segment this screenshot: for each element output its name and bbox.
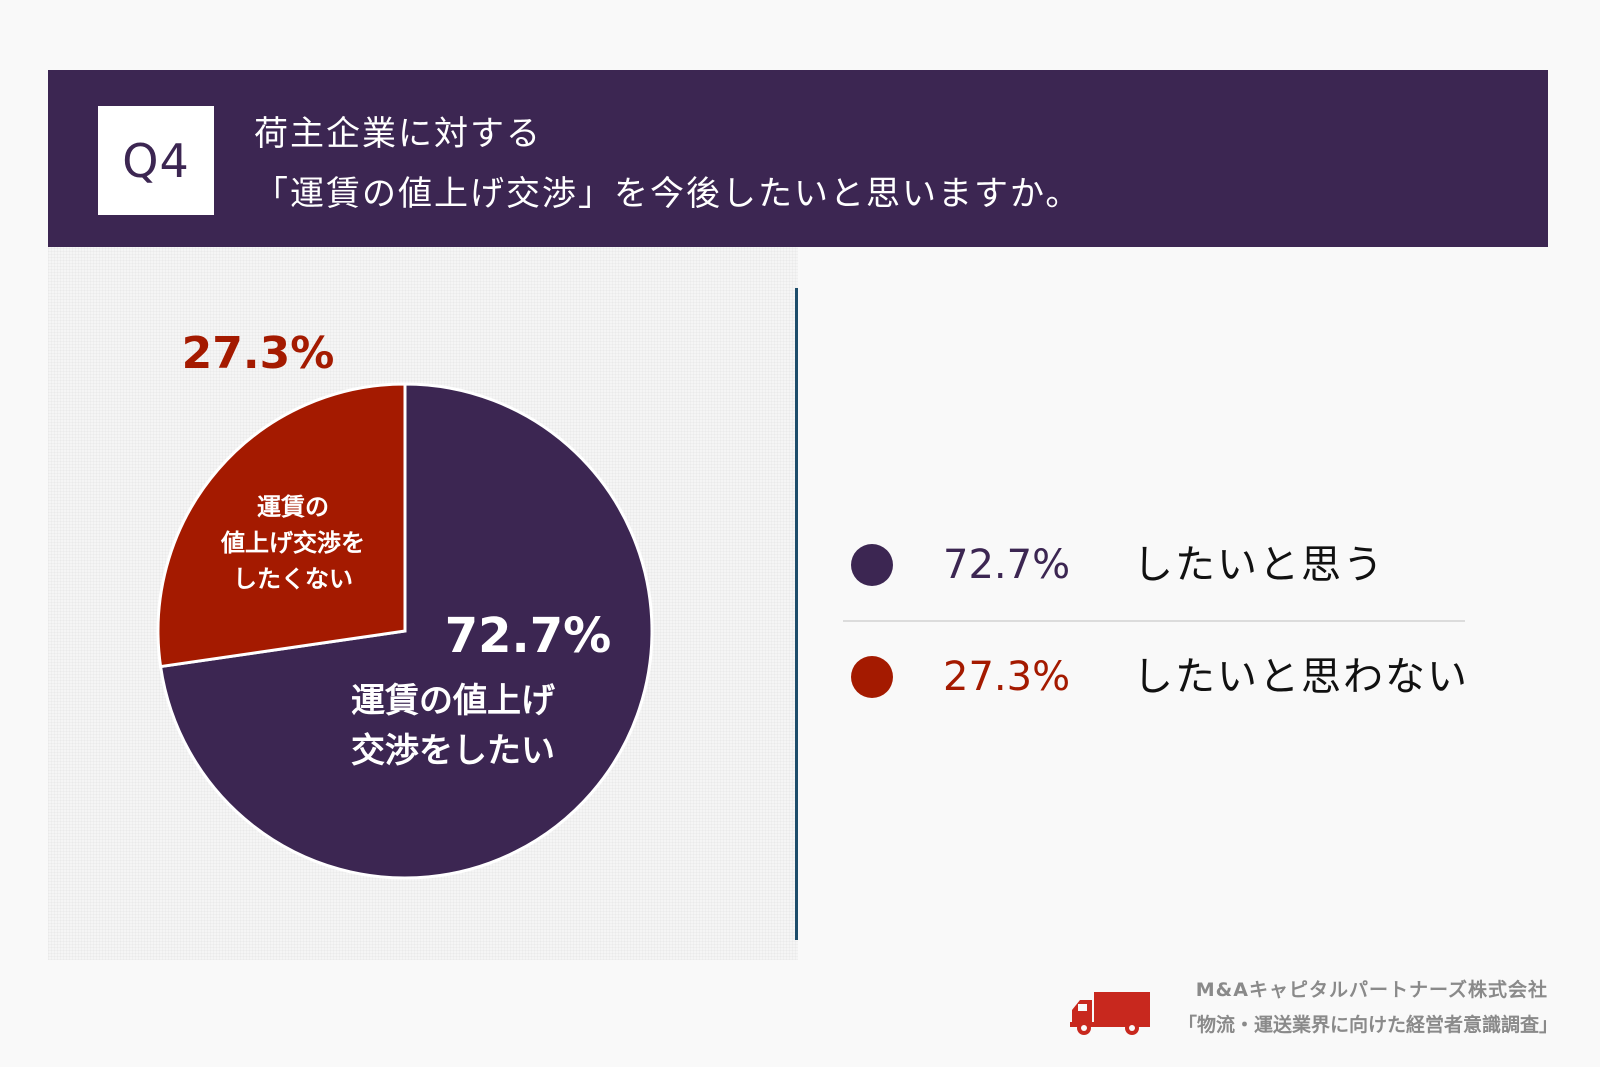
- pie-slice-not-want: [156, 382, 407, 669]
- vertical-divider: [795, 288, 798, 940]
- slice-label-not-want-line3: したくない: [233, 565, 353, 593]
- legend-label-not-want: したいと思わない: [1133, 654, 1469, 700]
- question-title-line1: 荷主企業に対する: [254, 114, 542, 154]
- legend-dot-want-icon: [851, 544, 893, 586]
- pie-chart: 27.3% 72.7% 運賃の値上げ 交渉をしたい 運賃の 値上げ交渉を したく…: [156, 328, 654, 880]
- footer-company: M&Aキャピタルパートナーズ株式会社: [1195, 979, 1548, 1001]
- legend-dot-not-want-icon: [851, 656, 893, 698]
- question-number-badge: Q4: [98, 106, 214, 215]
- footer-survey-title: 「物流・運送業界に向けた経営者意識調査」: [1177, 1014, 1558, 1036]
- question-header: Q4 荷主企業に対する 「運賃の値上げ交渉」を今後したいと思いますか。: [48, 70, 1548, 247]
- pie-chart-panel: 27.3% 72.7% 運賃の値上げ 交渉をしたい 運賃の 値上げ交渉を したく…: [48, 247, 798, 960]
- legend-label-want: したいと思う: [1133, 542, 1385, 588]
- truck-icon: [1070, 992, 1150, 1035]
- legend: 72.7% したいと思う 27.3% したいと思わない: [843, 510, 1467, 732]
- question-title: 荷主企業に対する 「運賃の値上げ交渉」を今後したいと思いますか。: [254, 104, 1514, 224]
- slice-pct-not-want-outside: 27.3%: [182, 328, 335, 379]
- slice-label-want-line1: 運賃の値上げ: [351, 681, 555, 721]
- question-title-line2: 「運賃の値上げ交渉」を今後したいと思いますか。: [254, 174, 1082, 214]
- slice-label-not-want-line2: 値上げ交渉を: [220, 529, 365, 557]
- slice-label-want-line2: 交渉をしたい: [351, 731, 555, 771]
- slice-pct-want-inside: 72.7%: [445, 608, 612, 664]
- legend-pct-want: 72.7%: [943, 542, 1071, 588]
- legend-pct-not-want: 27.3%: [943, 654, 1071, 700]
- slice-label-not-want-line1: 運賃の: [257, 493, 329, 521]
- legend-item-want: 72.7% したいと思う: [843, 510, 1465, 620]
- legend-item-not-want: 27.3% したいと思わない: [843, 620, 1467, 732]
